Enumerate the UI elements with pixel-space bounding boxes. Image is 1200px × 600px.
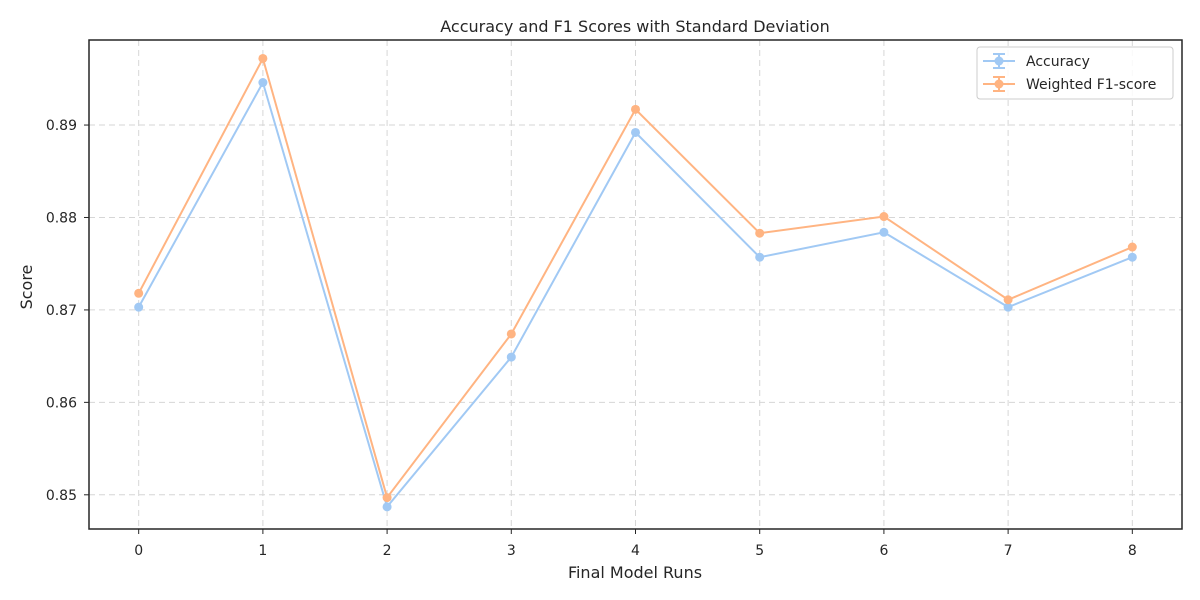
- y-tick-label: 0.89: [46, 118, 77, 134]
- x-tick-label: 0: [134, 543, 143, 559]
- chart-title: Accuracy and F1 Scores with Standard Dev…: [440, 17, 829, 36]
- data-point: [631, 104, 640, 114]
- legend-marker: [994, 79, 1004, 89]
- x-tick-label: 4: [631, 543, 640, 559]
- data-point: [506, 329, 516, 339]
- series-weighted-f1-score: [134, 53, 1137, 503]
- data-point: [382, 502, 392, 512]
- data-point: [258, 53, 268, 63]
- x-tick-label: 7: [1004, 543, 1013, 559]
- grid-lines: [89, 40, 1182, 529]
- data-point: [631, 127, 640, 137]
- legend-item: Weighted F1-score: [983, 76, 1156, 93]
- data-point: [1127, 252, 1137, 262]
- y-tick-labels: 0.85 0.86 0.87 0.88 0.89: [46, 118, 89, 504]
- data-point: [1003, 295, 1013, 305]
- x-tick-label: 1: [258, 543, 267, 559]
- x-axis-label: Final Model Runs: [568, 563, 702, 582]
- series-layer: [134, 53, 1137, 512]
- legend-box: [976, 46, 1174, 100]
- y-tick-label: 0.86: [46, 395, 77, 411]
- data-point: [879, 227, 889, 237]
- data-point: [1003, 302, 1013, 312]
- y-tick-label: 0.85: [46, 488, 77, 504]
- x-tick-label: 6: [879, 543, 888, 559]
- data-point: [506, 352, 516, 362]
- y-tick-label: 0.87: [46, 303, 77, 319]
- x-tick-label: 8: [1128, 543, 1137, 559]
- data-point: [134, 288, 144, 298]
- data-point: [258, 78, 268, 88]
- x-tick-label: 5: [755, 543, 764, 559]
- legend-item: Accuracy: [983, 53, 1090, 70]
- legend-label: Accuracy: [1026, 54, 1090, 70]
- data-point: [1127, 242, 1137, 252]
- x-tick-labels: 0 1 2 3 4 5 6 7 8: [134, 529, 1137, 559]
- data-point: [134, 302, 144, 312]
- series-accuracy: [134, 78, 1137, 512]
- legend-marker: [994, 56, 1004, 66]
- data-point: [879, 212, 889, 222]
- data-point: [382, 493, 392, 503]
- legend: Accuracy Weighted F1-score: [976, 46, 1174, 100]
- y-tick-label: 0.88: [46, 210, 77, 226]
- data-point: [755, 228, 765, 238]
- plot-frame: [88, 39, 1183, 530]
- x-tick-label: 3: [507, 543, 516, 559]
- y-axis-label: Score: [17, 265, 36, 310]
- legend-label: Weighted F1-score: [1026, 77, 1156, 93]
- x-tick-label: 2: [383, 543, 392, 559]
- data-point: [755, 252, 765, 262]
